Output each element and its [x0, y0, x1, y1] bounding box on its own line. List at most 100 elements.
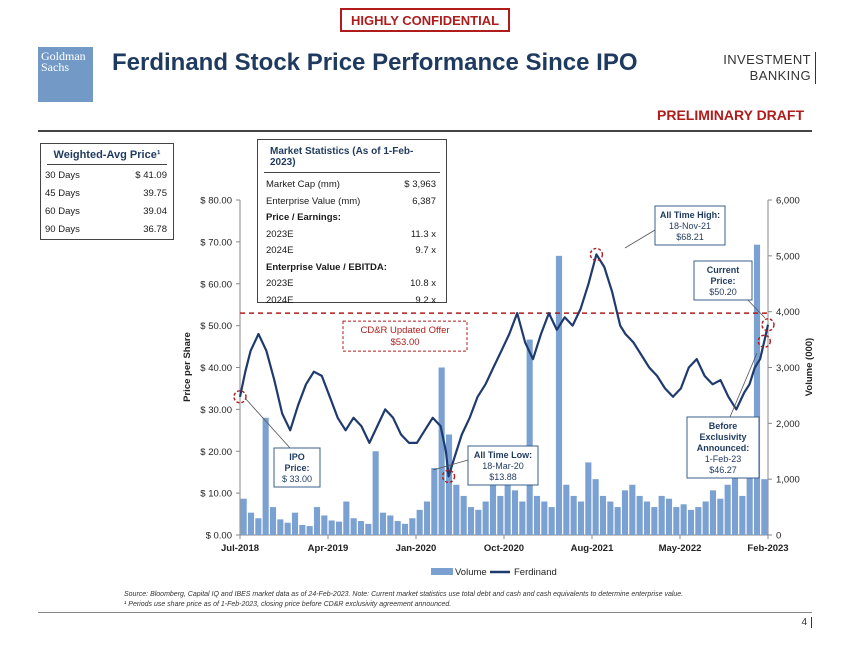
market-stat-label: Enterprise Value (mm): [266, 195, 361, 207]
before-callout-text: $46.27: [709, 465, 737, 475]
before-callout-text: 1-Feb-23: [705, 454, 742, 464]
volume-bar: [511, 490, 519, 535]
preliminary-draft-label: PRELIMINARY DRAFT: [657, 107, 804, 123]
volume-bar: [445, 434, 453, 535]
low-callout-box: [467, 445, 539, 486]
volume-bar: [680, 504, 687, 535]
weighted-avg-label: 90 Days: [45, 224, 80, 235]
high-callout-text: $68.21: [676, 232, 704, 242]
volume-bar: [658, 495, 665, 535]
ipo-callout-text: IPO: [289, 452, 305, 462]
market-stat-row: Market Cap (mm) $ 3,963: [258, 175, 446, 192]
weighted-avg-value: $ 41.09: [135, 170, 167, 181]
volume-bar: [269, 507, 277, 535]
volume-bar: [394, 521, 401, 535]
high-marker: [589, 247, 604, 262]
volume-bar: [460, 495, 467, 535]
y2-tick-label: 2,000: [776, 419, 800, 430]
high-callout-box: [654, 205, 726, 246]
volume-bar: [482, 501, 489, 535]
weighted-avg-title: Weighted-Avg Price¹: [47, 144, 167, 165]
y-tick-label: $ 30.00: [200, 405, 232, 416]
volume-bar: [621, 490, 629, 535]
volume-bar: [416, 509, 423, 535]
x-tick-label: Feb-2023: [747, 543, 788, 554]
offer-label-line1: CD&R Updated Offer: [360, 325, 449, 336]
low-callout-leader: [432, 459, 469, 471]
volume-bar: [438, 367, 445, 535]
volume-bar: [687, 509, 695, 535]
volume-bar: [475, 509, 482, 535]
footer-divider: [38, 612, 812, 613]
volume-bar: [240, 498, 247, 535]
y2-tick-label: 0: [776, 531, 781, 542]
volume-bar: [262, 417, 269, 535]
offer-label-line2: $53.00: [390, 337, 419, 348]
weighted-avg-row: 30 Days $ 41.09: [41, 167, 173, 185]
volume-bar: [607, 501, 614, 535]
volume-bar: [350, 518, 357, 535]
volume-bar: [599, 495, 607, 535]
y-tick-label: $ 60.00: [200, 279, 232, 290]
y2-tick-label: 3,000: [776, 363, 800, 374]
x-tick-label: May-2022: [659, 543, 702, 554]
low-callout-text: All Time Low:: [474, 450, 532, 460]
market-stat-label: 2024E: [266, 294, 294, 306]
legend-volume-label: Volume: [455, 567, 487, 578]
volume-bar: [379, 512, 387, 535]
volume-bar: [541, 501, 548, 535]
weighted-avg-label: 60 Days: [45, 206, 80, 217]
volume-bar: [526, 339, 533, 535]
y-axis-title: Price per Share: [182, 332, 193, 402]
volume-bar: [665, 498, 673, 535]
volume-bar: [255, 518, 262, 535]
x-tick-label: Jan-2020: [396, 543, 437, 554]
y2-tick-label: 6,000: [776, 196, 800, 207]
low-callout-text: $13.88: [489, 472, 517, 482]
market-statistics-table: Market Statistics (As of 1-Feb-2023) Mar…: [257, 139, 447, 306]
volume-bar: [343, 501, 350, 535]
high-callout: All Time High:18-Nov-21$68.21: [624, 205, 726, 249]
volume-bar: [372, 451, 379, 535]
weighted-avg-price-table: Weighted-Avg Price¹ 30 Days $ 41.09 45 Day…: [40, 143, 174, 240]
before-callout-box: [686, 416, 760, 479]
market-stat-label: 2023E: [266, 278, 294, 289]
volume-bar: [409, 518, 416, 535]
weighted-avg-value: 36.78: [143, 224, 167, 235]
volume-bar: [321, 515, 328, 535]
x-tick-label: Jul-2018: [221, 543, 259, 554]
volume-bar: [453, 484, 460, 535]
goldman-sachs-logo: Goldman Sachs: [38, 47, 93, 102]
market-stat-label: 2024E: [266, 245, 294, 256]
market-stat-row: Price / Earnings:: [258, 208, 446, 225]
volume-bar: [299, 524, 306, 535]
volume-bar: [731, 468, 739, 535]
legend-volume-swatch: [431, 568, 453, 575]
market-stat-row: 2023E 10.8 x: [258, 274, 446, 291]
y2-tick-label: 1,000: [776, 475, 800, 486]
weighted-avg-label: 45 Days: [45, 188, 80, 199]
logo-line-2: Sachs: [41, 60, 69, 74]
market-stat-value: 6,387: [412, 195, 436, 207]
low-callout-text: 18-Mar-20: [482, 461, 524, 471]
logo-line-1: Goldman: [41, 49, 86, 63]
y-tick-label: $ 0.00: [206, 531, 232, 542]
volume-bar: [673, 507, 680, 535]
volume-bar: [746, 451, 753, 535]
market-stat-value: 10.8 x: [410, 278, 436, 289]
y-tick-label: $ 20.00: [200, 447, 232, 458]
x-tick-label: Aug-2021: [571, 543, 614, 554]
ipo-callout-leader: [244, 397, 291, 449]
volume-bar: [592, 479, 599, 535]
before-callout-text: Before: [709, 421, 738, 431]
y2-axis-title: Volume (000): [804, 338, 815, 396]
volume-bar: [401, 523, 409, 535]
volume-bar: [702, 501, 709, 535]
footnote: Source: Bloomberg, Capital IQ and IBES m…: [124, 590, 683, 610]
volume-bar: [709, 490, 717, 535]
market-stat-label: Price / Earnings:: [266, 212, 341, 223]
market-stat-row: 2023E 11.3 x: [258, 225, 446, 242]
ipo-callout-text: $ 33.00: [282, 474, 312, 484]
volume-bar: [431, 468, 438, 535]
